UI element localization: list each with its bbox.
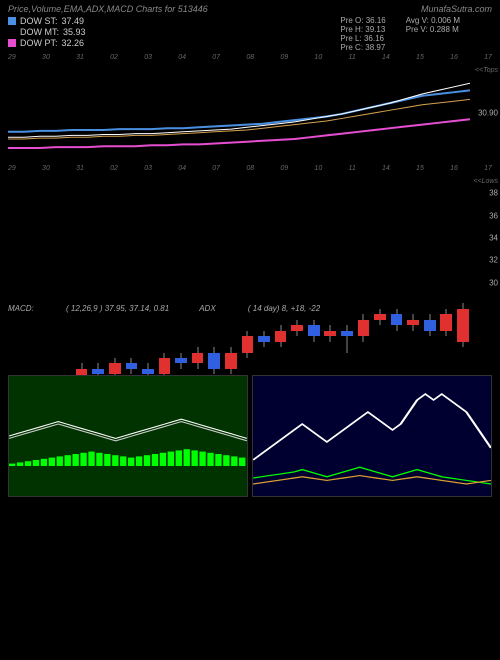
info-grid: Pre O: 36.16Avg V: 0.006 M Pre H: 39.13P… — [340, 16, 460, 52]
adx-label: ADX ( 14 day) 8, +18, -22 — [199, 304, 320, 313]
time-ticks-top: 293031020304070809101114151617 — [0, 52, 500, 63]
macd-label: MACD: ( 12,26,9 ) 37.95, 37.14, 0.81 — [8, 304, 169, 313]
source-text: MunafaSutra.com — [421, 4, 492, 14]
pt-swatch — [8, 39, 16, 47]
price-svg — [8, 67, 470, 157]
time-ticks-mid: 293031020304070809101114151617 — [0, 163, 500, 174]
legend: DOW ST: 37.49 DOW MT: 35.93 DOW PT: 32.2… — [0, 16, 86, 52]
bottom-panels — [0, 375, 500, 497]
legend-st: DOW ST: 37.49 — [8, 16, 86, 26]
macd-panel — [8, 375, 248, 497]
st-swatch — [8, 17, 16, 25]
price-line-chart: <<Tops 30.90 — [8, 67, 470, 159]
legend-pt: DOW PT: 32.26 — [8, 38, 86, 48]
title-text: Price,Volume,EMA,ADX,MACD Charts for 513… — [8, 4, 208, 14]
candle-row — [8, 178, 470, 298]
chart-header: Price,Volume,EMA,ADX,MACD Charts for 513… — [0, 0, 500, 16]
candlestick-chart: <<Lows 3836343230 — [8, 178, 470, 298]
legend-mt: DOW MT: 35.93 — [8, 27, 86, 37]
adx-panel — [252, 375, 492, 497]
mt-swatch — [8, 28, 16, 36]
price-y-label: 30.90 — [478, 109, 498, 118]
